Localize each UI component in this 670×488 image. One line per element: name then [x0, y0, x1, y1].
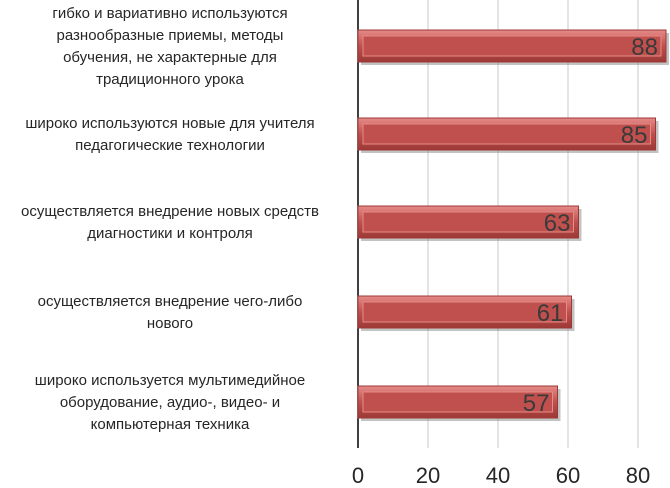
- data-label: 61: [537, 300, 564, 327]
- category-label: традиционного урока: [96, 71, 244, 88]
- category-label: оборудование, аудио-, видео- и: [60, 394, 280, 411]
- category-label: педагогические технологии: [75, 137, 265, 154]
- category-label: гибко и вариативно используются: [52, 5, 287, 22]
- bar-face: [362, 301, 567, 323]
- category-label: компьютерная техника: [91, 416, 250, 433]
- x-tick-label: 60: [556, 463, 580, 488]
- bar-face: [362, 211, 574, 233]
- category-label: широко используются новые для учителя: [25, 115, 314, 132]
- x-tick-label: 40: [486, 463, 510, 488]
- category-label: осуществляется внедрение новых средств: [21, 203, 319, 220]
- category-label: диагностики и контроля: [87, 225, 252, 242]
- category-label: разнообразные приемы, методы: [57, 27, 284, 44]
- category-labels: гибко и вариативно используются разнообра…: [21, 5, 319, 433]
- data-label: 88: [631, 34, 658, 61]
- category-label: нового: [147, 315, 193, 332]
- data-label: 63: [544, 210, 571, 237]
- bar: 57: [357, 385, 561, 421]
- category-label: обучения, не характерные для: [63, 49, 277, 66]
- category-label: широко используется мультимедийное: [35, 372, 305, 389]
- category-label: осуществляется внедрение чего-либо: [38, 293, 303, 310]
- x-tick-label: 20: [416, 463, 440, 488]
- bar: 85: [357, 117, 659, 153]
- x-tick-label: 0: [352, 463, 364, 488]
- data-label: 85: [621, 122, 648, 149]
- x-tick-label: 80: [626, 463, 650, 488]
- bar-face: [362, 391, 553, 413]
- bar: 63: [357, 205, 582, 241]
- bar: 61: [357, 295, 575, 331]
- bar: 88: [357, 29, 669, 65]
- bars: 88 85 63 61 57: [357, 29, 669, 421]
- x-axis-tick-labels: 0 20 40 60 80: [352, 463, 650, 488]
- bar-face: [362, 123, 651, 145]
- data-label: 57: [523, 390, 550, 417]
- bar-face: [362, 35, 662, 57]
